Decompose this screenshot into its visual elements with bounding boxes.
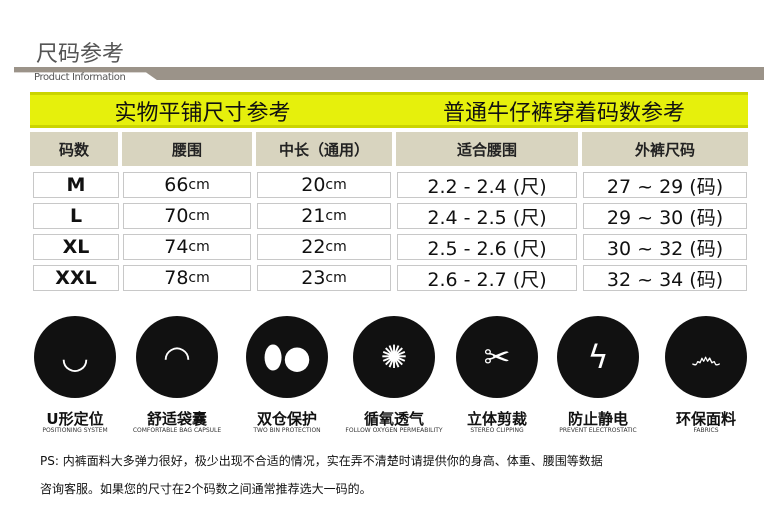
waist: 66	[164, 174, 189, 196]
unit: cm	[325, 239, 347, 255]
fit-waist: 2.6 - 2.7 (尺)	[427, 268, 547, 291]
size: XL	[62, 236, 90, 258]
unit: cm	[188, 208, 210, 224]
length: 21	[301, 205, 326, 227]
size: M	[66, 174, 86, 196]
pants-size: 29 ~ 30 (码)	[606, 206, 724, 229]
page-subtitle: Product Information	[34, 72, 126, 83]
unit: cm	[325, 208, 347, 224]
banner-left: 实物平铺尺寸参考	[114, 101, 291, 126]
waist-cell: 78 cm	[123, 265, 251, 291]
length-cell: 21 cm	[257, 203, 391, 229]
length-cell: 22 cm	[257, 234, 391, 260]
waist: 74	[164, 236, 189, 258]
waist: 78	[164, 267, 189, 289]
two-bin-icon: ⬮●	[246, 316, 328, 398]
size-cell: XXL	[33, 265, 119, 291]
pants-size-cell: 30 ~ 32 (码)	[583, 234, 747, 260]
feature-label: 立体剪裁	[466, 410, 527, 428]
icon-glyph: ✺	[380, 338, 408, 376]
fit-waist-cell: 2.6 - 2.7 (尺)	[397, 265, 577, 291]
pants-size-cell: 27 ~ 29 (码)	[583, 172, 747, 198]
banner	[30, 92, 748, 128]
unit: cm	[188, 270, 210, 286]
feature-sub: COMFORTABLE BAG CAPSULE	[132, 427, 222, 434]
banner-right: 普通牛仔裤穿着码数参考	[442, 101, 685, 126]
icon-glyph: ⬮●	[262, 338, 312, 376]
unit: cm	[325, 270, 347, 286]
length-cell: 23 cm	[257, 265, 391, 291]
pants-size: 32 ~ 34 (码)	[606, 268, 724, 291]
icon-glyph: ϟ	[587, 338, 609, 376]
waist-cell: 70 cm	[123, 203, 251, 229]
col-waist: 腰围	[122, 132, 252, 166]
pants-size-cell: 32 ~ 34 (码)	[583, 265, 747, 291]
size-cell: L	[33, 203, 119, 229]
feature-sub: FABRICS	[693, 427, 719, 434]
header-tab	[14, 72, 164, 85]
ventilation-icon: ✺	[353, 316, 435, 398]
note-line-2: 咨询客服。如果您的尺寸在2个码数之间通常推荐选大一码的。	[40, 482, 372, 496]
feature-sub: TWO BIN PROTECTION	[253, 427, 321, 434]
feature-sub: STEREO CLIPPING	[470, 427, 524, 434]
feature-label: 舒适袋囊	[146, 410, 207, 428]
length: 22	[301, 236, 326, 258]
col-pants-size: 外裤尺码	[582, 132, 748, 166]
fabric-swirl-icon: ෴	[665, 316, 747, 398]
scissors-icon: ✂	[456, 316, 538, 398]
feature-sub: PREVENT ELECTROSTATIC	[559, 427, 637, 434]
lightning-icon: ϟ	[557, 316, 639, 398]
size-cell: XL	[33, 234, 119, 260]
col-size: 码数	[30, 132, 118, 166]
feature-sub: POSITIONING SYSTEM	[42, 427, 108, 434]
fit-waist-cell: 2.5 - 2.6 (尺)	[397, 234, 577, 260]
capsule-bag-icon: ◠	[136, 316, 218, 398]
feature-label: 防止静电	[567, 410, 628, 428]
feature-sub: FOLLOW OXYGEN PERMEABILITY	[345, 427, 443, 434]
unit: cm	[188, 177, 210, 193]
feature-label: 环保面料	[675, 410, 736, 428]
fit-waist: 2.5 - 2.6 (尺)	[427, 237, 547, 260]
size: XXL	[55, 267, 97, 289]
waist: 70	[164, 205, 189, 227]
unit: cm	[188, 239, 210, 255]
length-cell: 20 cm	[257, 172, 391, 198]
fit-waist-cell: 2.2 - 2.4 (尺)	[397, 172, 577, 198]
length: 20	[301, 174, 326, 196]
pants-size-cell: 29 ~ 30 (码)	[583, 203, 747, 229]
icon-glyph: ◡	[61, 338, 89, 376]
fit-waist-cell: 2.4 - 2.5 (尺)	[397, 203, 577, 229]
icon-glyph: ◠	[163, 338, 191, 376]
unit: cm	[325, 177, 347, 193]
page-title: 尺码参考	[36, 42, 125, 67]
feature-label: 循氧透气	[363, 410, 424, 428]
header-bar	[14, 67, 764, 80]
length: 23	[301, 267, 326, 289]
fit-waist: 2.2 - 2.4 (尺)	[427, 175, 547, 198]
col-fit-waist: 适合腰围	[396, 132, 578, 166]
col-length: 中长（通用）	[256, 132, 392, 166]
pants-size: 30 ~ 32 (码)	[606, 237, 724, 260]
waist-cell: 66 cm	[123, 172, 251, 198]
fit-waist: 2.4 - 2.5 (尺)	[427, 206, 547, 229]
waist-cell: 74 cm	[123, 234, 251, 260]
feature-label: 双仓保护	[256, 410, 317, 428]
note-line-1: PS: 内裤面料大多弹力很好，极少出现不合适的情况，实在弄不清楚时请提供你的身高…	[40, 454, 603, 468]
icon-glyph: ෴	[690, 338, 722, 376]
size: L	[69, 205, 83, 227]
size-cell: M	[33, 172, 119, 198]
u-shape-icon: ◡	[34, 316, 116, 398]
feature-label: U形定位	[46, 410, 104, 428]
icon-glyph: ✂	[483, 338, 511, 376]
pants-size: 27 ~ 29 (码)	[606, 175, 724, 198]
